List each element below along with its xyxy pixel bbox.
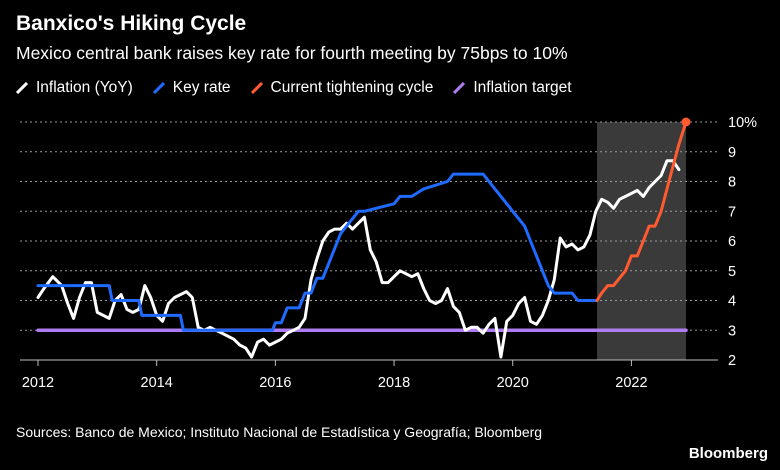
slash-mark-icon xyxy=(250,82,263,94)
legend-label: Inflation (YoY) xyxy=(36,79,133,96)
series-line-current-tightening-cycle xyxy=(595,120,688,302)
slash-mark-icon xyxy=(152,82,165,94)
slash-mark-icon xyxy=(453,82,466,94)
legend-item-target: Inflation target xyxy=(453,79,572,97)
x-tick-label: 2018 xyxy=(378,375,410,391)
chart-subtitle: Mexico central bank raises key rate for … xyxy=(16,43,568,63)
x-tick-label: 2014 xyxy=(141,375,173,391)
legend-item-key-rate: Key rate xyxy=(152,79,231,97)
chart-title: Banxico's Hiking Cycle xyxy=(16,12,247,35)
legend-item-inflation: Inflation (YoY) xyxy=(16,79,133,97)
series-line-inflation-yoy xyxy=(36,159,681,359)
y-tick-label: 10% xyxy=(728,115,757,131)
x-tick-label: 2020 xyxy=(497,375,529,391)
series-line-key-rate xyxy=(36,172,599,332)
endpoint-dot xyxy=(681,117,691,127)
source-note: Sources: Banco de Mexico; Instituto Naci… xyxy=(16,424,543,440)
legend-item-tightening: Current tightening cycle xyxy=(250,79,434,97)
y-tick-label: 5 xyxy=(728,264,736,280)
x-tick-label: 2012 xyxy=(22,375,54,391)
slash-mark-icon xyxy=(16,82,28,94)
legend-label: Current tightening cycle xyxy=(270,79,434,96)
y-tick-label: 6 xyxy=(728,234,736,250)
y-tick-label: 9 xyxy=(728,145,736,161)
y-tick-label: 7 xyxy=(728,204,736,220)
y-tick-label: 4 xyxy=(728,294,736,310)
x-tick-label: 2022 xyxy=(615,375,647,391)
legend: Inflation (YoY) Key rate Current tighten… xyxy=(16,79,592,97)
legend-label: Inflation target xyxy=(473,79,572,96)
legend-label: Key rate xyxy=(172,79,231,96)
bloomberg-logo: Bloomberg xyxy=(688,445,768,462)
y-tick-label: 8 xyxy=(728,175,736,191)
y-tick-label: 2 xyxy=(728,353,736,369)
x-tick-label: 2016 xyxy=(259,375,291,391)
y-tick-label: 3 xyxy=(728,323,736,339)
